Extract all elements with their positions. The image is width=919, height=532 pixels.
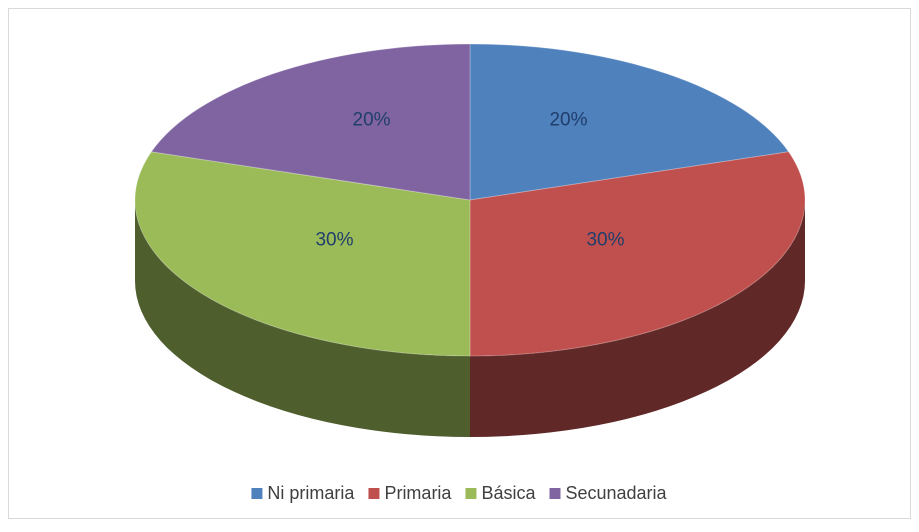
pie-slice bbox=[469, 151, 806, 357]
pie-slice bbox=[469, 43, 790, 201]
legend-swatch bbox=[368, 488, 380, 499]
legend-swatch bbox=[465, 488, 477, 499]
data-label: 30% bbox=[315, 229, 353, 250]
legend-swatch bbox=[549, 488, 561, 499]
pie-side bbox=[470, 200, 805, 437]
pie-slice bbox=[134, 151, 471, 357]
data-label: 20% bbox=[353, 110, 391, 131]
data-label: 30% bbox=[586, 229, 624, 250]
legend-label: Primaria bbox=[384, 483, 452, 503]
legend-swatch bbox=[251, 488, 263, 499]
legend-label: Secunadaria bbox=[565, 483, 667, 503]
data-label: 20% bbox=[549, 110, 587, 131]
pie-slice bbox=[150, 43, 471, 201]
legend-label: Básica bbox=[481, 483, 536, 503]
legend-label: Ni primaria bbox=[267, 483, 355, 503]
pie-side bbox=[135, 200, 470, 437]
